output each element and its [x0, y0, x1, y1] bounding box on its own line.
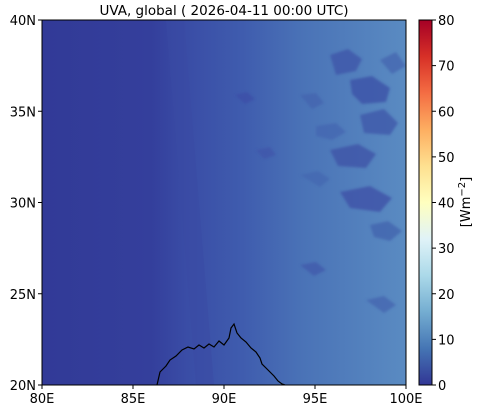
colorbar — [418, 19, 433, 386]
colorbar-tick-label: 50 — [438, 151, 455, 166]
colorbar-tick-label: 40 — [438, 197, 455, 212]
lat-tick-label: 30N — [10, 197, 36, 212]
lon-tick-label: 90E — [212, 392, 237, 407]
latitude-ticks: 20N 25N 30N 35N 40N — [10, 14, 42, 394]
colorbar-tick-label: 70 — [438, 60, 455, 75]
terminator-band — [166, 20, 214, 385]
lon-tick-label: 100E — [389, 392, 422, 407]
colorbar-tick-label: 30 — [438, 242, 455, 257]
coastline-bangladesh — [156, 322, 286, 385]
lat-tick-label: 35N — [10, 105, 36, 120]
lat-tick-label: 40N — [10, 14, 36, 29]
colorbar-tick-label: 10 — [438, 333, 455, 348]
colorbar-ticks: 0 10 20 30 40 50 60 70 80 — [432, 14, 455, 394]
colorbar-tick-label: 60 — [438, 105, 455, 120]
colorbar-tick-label: 0 — [438, 379, 446, 394]
lon-tick-label: 85E — [121, 392, 146, 407]
longitude-ticks: 80E 85E 90E 95E 100E — [30, 385, 423, 407]
colorbar-tick-label: 20 — [438, 288, 455, 303]
lat-tick-label: 20N — [10, 379, 36, 394]
colorbar-tick-label: 80 — [438, 14, 455, 29]
map-area — [42, 20, 406, 385]
lat-tick-label: 25N — [10, 288, 36, 303]
colorbar-label: [Wm−2] — [457, 177, 474, 227]
map-title: UVA, global ( 2026-04-11 00:00 UTC) — [99, 3, 348, 19]
lon-tick-label: 80E — [30, 392, 55, 407]
cloud-patterns — [235, 49, 406, 313]
map-field — [42, 20, 406, 385]
lon-tick-label: 95E — [303, 392, 328, 407]
